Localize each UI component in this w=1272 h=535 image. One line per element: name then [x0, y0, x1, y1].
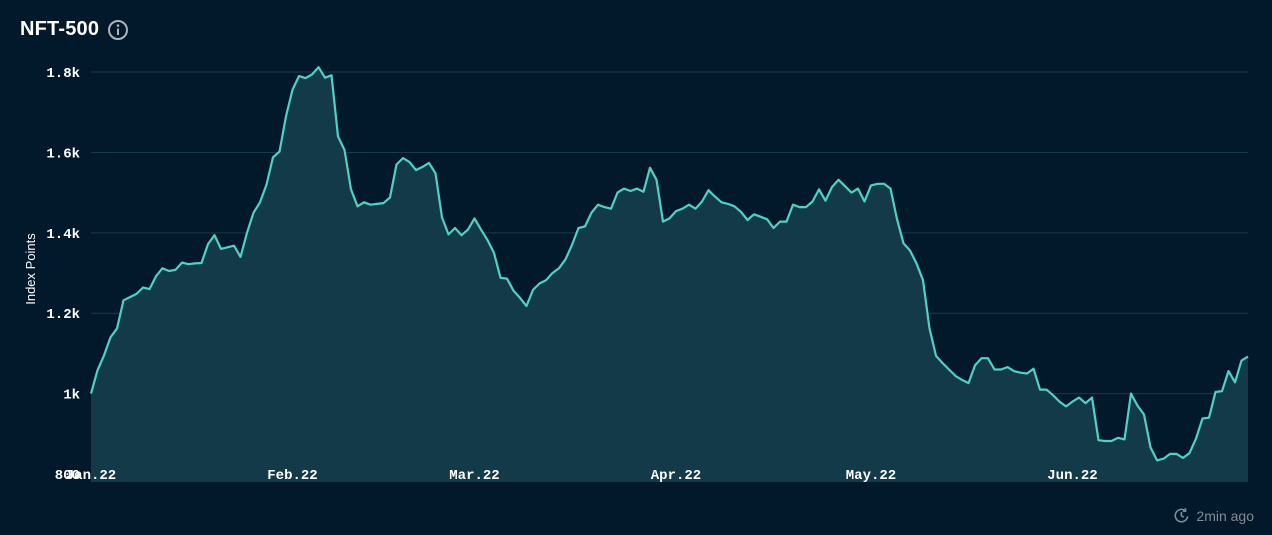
chart-header: NFT-500: [20, 18, 129, 41]
y-tick-label: 1.4k: [46, 227, 80, 243]
y-tick-label: 1.6k: [46, 146, 80, 162]
y-tick-label: 1k: [63, 388, 80, 404]
y-tick-label: 800: [55, 468, 80, 484]
info-icon[interactable]: [107, 19, 129, 41]
clock-refresh-icon[interactable]: [1173, 507, 1190, 524]
updated-text: 2min ago: [1196, 507, 1254, 524]
x-tick-label: Mar.22: [449, 468, 499, 484]
x-tick-label: Jan.22: [66, 468, 116, 484]
x-tick-label: Apr.22: [651, 468, 701, 484]
y-tick-label: 1.8k: [46, 66, 80, 82]
x-tick-label: Feb.22: [267, 468, 317, 484]
y-tick-label: 1.2k: [46, 307, 80, 323]
x-tick-label: Jun.22: [1047, 468, 1097, 484]
x-tick-label: May.22: [846, 468, 896, 484]
y-axis-title: Index Points: [23, 233, 38, 305]
chart-title: NFT-500: [20, 18, 100, 40]
series-line: [89, 66, 1249, 462]
last-updated: 2min ago: [1173, 507, 1254, 524]
